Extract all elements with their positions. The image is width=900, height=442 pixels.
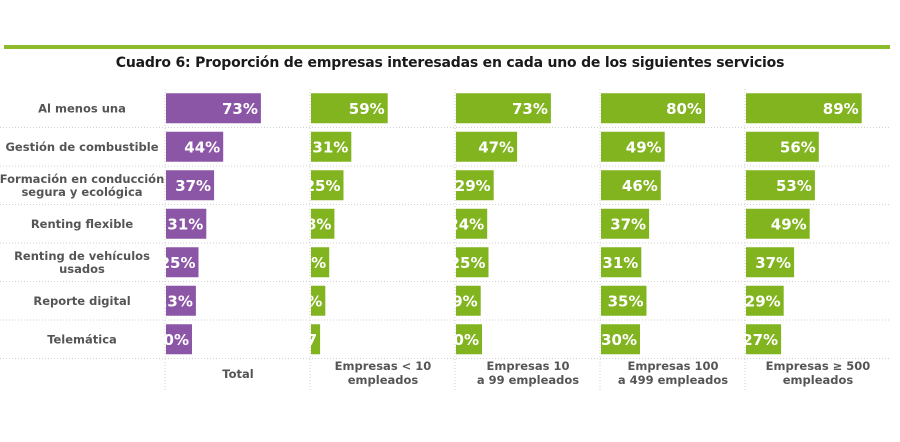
bar [601,208,650,239]
bar [601,131,665,162]
column-label: Empresas 100 a 499 empleados [618,359,728,387]
bar-value-label: 31% [602,254,638,272]
bar [456,324,482,355]
bar [601,93,705,124]
bar-value-label: 37% [610,215,646,233]
bar-value-label: 29% [455,177,491,195]
bar [311,93,388,124]
bar-value-label: 30% [601,331,637,349]
bar-value-label: 73% [222,100,258,118]
category-label: Al menos una [38,101,126,115]
bar [746,247,795,278]
bar [456,208,488,239]
bar-value-label: 37% [175,177,211,195]
bar-value-label: 44% [184,138,220,156]
bar [166,247,199,278]
bar-value-label: 37% [755,254,791,272]
bar [166,285,196,316]
bar [311,131,352,162]
bar-value-label: 25% [450,254,486,272]
category-label: Telemática [47,332,117,346]
category-label: Gestión de combustible [5,140,158,154]
bar-value-label: 23% [157,292,193,310]
bar-value-label: 46% [622,177,658,195]
category-label: Reporte digital [33,294,130,308]
bar-value-label: 7 [307,331,317,349]
column-label: Empresas 10 a 99 empleados [477,359,579,387]
bar [601,324,640,355]
bar [456,131,518,162]
bar [311,324,321,355]
bar [456,285,481,316]
bar-value-label: 14% [290,254,326,272]
bar [456,93,551,124]
bar-value-label: 35% [608,292,644,310]
bar-value-label: 11% [286,292,322,310]
bar-value-label: 80% [666,100,702,118]
bar [166,170,215,201]
bar-value-label: 56% [780,138,816,156]
bar-value-label: 49% [771,215,807,233]
bar-value-label: 20% [153,331,189,349]
bar [601,285,647,316]
bar [746,208,810,239]
bar [601,170,661,201]
bar [746,170,815,201]
bar-value-label: 27% [742,331,778,349]
bar [166,93,261,124]
bar-value-label: 25% [305,177,341,195]
bar-value-label: 29% [745,292,781,310]
bar [746,93,862,124]
category-label: Renting flexible [31,217,134,231]
column-label: Empresas < 10 empleados [335,359,432,387]
top-accent-line [4,45,890,49]
column-label: Empresas ≥ 500 empleados [766,359,871,387]
bar [456,247,489,278]
category-label: Formación en conducción segura y ecológic… [0,172,164,199]
bar-value-label: 19% [442,292,478,310]
bar [746,285,784,316]
bar-value-label: 31% [167,215,203,233]
bar-value-label: 31% [312,138,348,156]
bar-value-label: 59% [349,100,385,118]
bar-value-label: 47% [478,138,514,156]
bar-value-label: 25% [160,254,196,272]
category-label: Renting de vehículos usados [14,249,150,276]
column-label: Total [222,367,253,381]
bar-value-label: 49% [626,138,662,156]
bar-value-label: 18% [295,215,331,233]
bar [311,285,326,316]
bar [456,170,494,201]
bar-value-label: 73% [512,100,548,118]
bar-value-label: 53% [776,177,812,195]
bar [311,247,330,278]
chart-title: Cuadro 6: Proporción de empresas interes… [115,55,785,71]
bar-value-label: 89% [823,100,859,118]
bar [746,131,819,162]
bar [311,170,344,201]
bar [166,131,224,162]
bar-value-label: 24% [448,215,484,233]
bar [166,208,207,239]
bar-value-label: 20% [443,331,479,349]
bar [166,324,192,355]
bar [311,208,335,239]
bar [746,324,782,355]
bar [601,247,642,278]
